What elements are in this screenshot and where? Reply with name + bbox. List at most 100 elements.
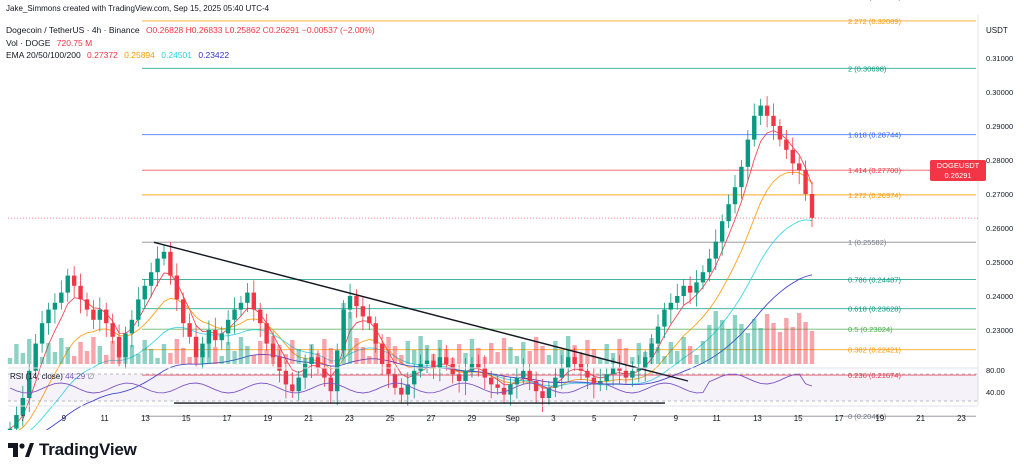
fib-level-label: 1.618 (0.28744): [848, 131, 901, 140]
volume-bar: [315, 353, 321, 364]
candle-body: [591, 377, 597, 385]
candle-body: [521, 370, 526, 378]
tradingview-logo-icon: [8, 443, 34, 457]
x-tick-label: 9: [62, 414, 67, 423]
ema-line: [9, 130, 813, 429]
ema-200-value: 0.23422: [198, 50, 230, 60]
volume-bar: [732, 315, 738, 364]
x-tick-label: 25: [386, 414, 395, 423]
candle-body: [84, 299, 90, 310]
price-chart[interactable]: USDT 0.31000 0.30000 0.29000 0.28000 0.27000 0…: [0, 0, 1024, 430]
volume-bar: [399, 355, 404, 364]
volume-bar: [193, 343, 199, 364]
candle-body: [142, 285, 147, 300]
candle-body: [412, 370, 417, 385]
volume-bar: [681, 337, 686, 364]
candle-body: [341, 309, 346, 351]
volume-bar: [168, 353, 173, 364]
ohlc-values: O0.26828 H0.26833 L0.25862 C0.26291 −0.0…: [145, 25, 375, 35]
candle-body: [213, 330, 218, 341]
x-tick-label: 15: [182, 414, 191, 423]
y-tick-label: 0.28000: [986, 156, 1013, 165]
candle-body: [675, 296, 680, 303]
rsi-value: 44.29: [65, 372, 86, 381]
volume-bar: [623, 348, 629, 364]
x-tick-label: 7: [633, 414, 638, 423]
brand-name: TradingView: [39, 440, 137, 459]
volume-legend[interactable]: Vol · DOGE 720.75 M: [6, 38, 96, 48]
candle-body: [78, 285, 83, 300]
candle-body: [399, 387, 404, 395]
candle-body: [360, 306, 366, 317]
candle-body: [610, 367, 616, 375]
volume-bar: [290, 340, 295, 364]
ema-label: EMA 20/50/100/200: [6, 50, 81, 60]
candle-body: [174, 275, 180, 300]
last-price-tag: DOGEUSDT 0.26291 02:19:08: [930, 160, 986, 190]
symbol-name[interactable]: Dogecoin / TetherUS · 4h · Binance: [6, 25, 140, 35]
fib-level-label: 0.236 (0.21674): [848, 371, 901, 380]
volume-bar: [360, 347, 366, 364]
rsi-legend[interactable]: RSI (14, close) 44.29 ∅: [10, 372, 94, 381]
candle-body: [392, 374, 398, 388]
candle-body: [168, 251, 173, 276]
candle-body: [104, 309, 109, 324]
volume-bar: [97, 346, 103, 364]
volume-bar: [155, 358, 160, 364]
x-tick-label: 15: [794, 414, 803, 423]
candle-body: [59, 292, 64, 303]
candle-body: [707, 258, 712, 273]
tradingview-logo[interactable]: TradingView: [8, 440, 137, 460]
volume-bar: [200, 352, 205, 364]
candle-body: [136, 299, 141, 320]
volume-bar: [752, 319, 757, 364]
rsi-label: RSI (14, close): [10, 372, 63, 381]
volume-bar: [668, 342, 674, 364]
candle-body: [578, 364, 584, 371]
volume-bar: [213, 347, 218, 364]
y-tick-label: 0.24000: [986, 292, 1013, 301]
candle-body: [187, 323, 192, 337]
volume-bar: [803, 322, 808, 364]
candle-body: [315, 357, 321, 368]
candle-body: [533, 381, 539, 392]
volume-bar: [463, 353, 468, 364]
x-tick-label: 13: [141, 414, 150, 423]
volume-bar: [655, 347, 661, 364]
volume-bar: [777, 332, 783, 364]
volume-bar: [553, 341, 558, 364]
rsi-hidden-icon[interactable]: ∅: [87, 372, 95, 381]
y-tick-label: 0.25000: [986, 258, 1013, 267]
fib-level-label: 0.618 (0.23628): [848, 305, 901, 314]
descending-trendline: [153, 241, 689, 382]
volume-bar: [476, 348, 481, 364]
candle-body: [123, 333, 128, 358]
volume-bar: [437, 340, 443, 364]
candle-body: [52, 302, 58, 310]
candle-body: [469, 364, 475, 371]
volume-bar: [225, 342, 231, 364]
symbol-legend[interactable]: Dogecoin / TetherUS · 4h · Binance O0.26…: [6, 25, 379, 35]
candle-body: [489, 377, 494, 385]
candle-body: [617, 367, 622, 371]
x-tick-label: 23: [345, 414, 354, 423]
candle-body: [65, 275, 70, 293]
y-tick-label: 0.31000: [986, 54, 1013, 63]
volume-bar: [482, 357, 487, 364]
volume-bar: [405, 341, 410, 364]
volume-bar: [104, 355, 109, 364]
x-tick-label: 7: [21, 414, 26, 423]
volume-bar: [713, 311, 718, 364]
fib-level-label: 1.272 (0.26974): [848, 191, 901, 200]
volume-bar: [585, 340, 590, 364]
rsi-band: [8, 374, 978, 401]
fib-level-label: 2.272 (0.32089): [848, 17, 901, 26]
fib-level-label: 1.414 (0.27700): [848, 166, 901, 175]
volume-bar: [444, 349, 449, 364]
y-tick-label: 0.27000: [986, 190, 1013, 199]
ema-legend[interactable]: EMA 20/50/100/200 0.27372 0.25894 0.2450…: [6, 50, 233, 60]
volume-bar: [431, 354, 436, 364]
volume-bar: [328, 348, 333, 364]
fib-level-label: 0 (0.20466): [848, 412, 887, 421]
volume-bar: [174, 339, 180, 364]
